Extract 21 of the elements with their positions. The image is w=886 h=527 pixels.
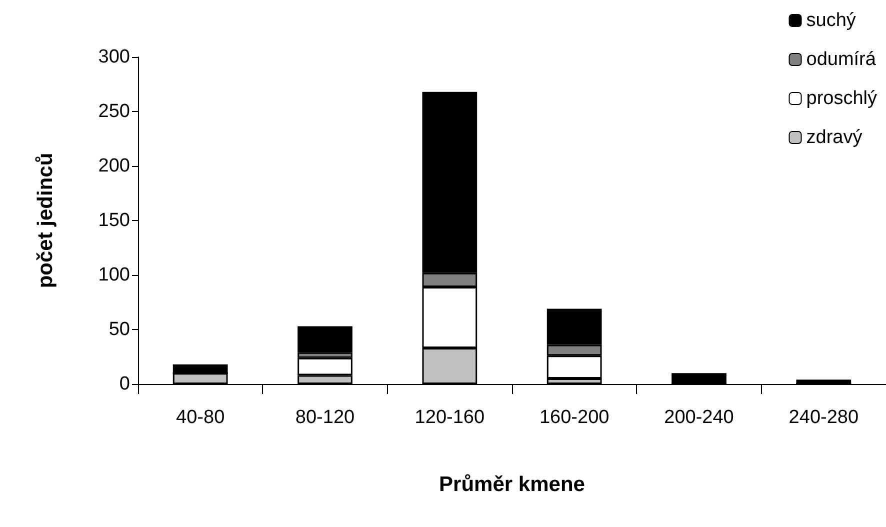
legend-label: suchý — [806, 10, 856, 31]
bar — [672, 373, 726, 384]
y-tick-label: 0 — [119, 374, 130, 394]
y-tick-label: 200 — [98, 156, 130, 176]
y-tick-label: 150 — [98, 210, 130, 231]
bar — [796, 380, 852, 384]
y-tick-label: 100 — [98, 264, 130, 286]
x-tick-label: 40-80 — [176, 407, 225, 428]
legend-label: proschlý — [806, 88, 878, 109]
y-tick-label: 50 — [108, 319, 130, 340]
legend-label: odumírá — [806, 49, 876, 70]
y-tick-label: 300 — [98, 46, 130, 68]
x-tick-label: 120-160 — [414, 407, 485, 428]
x-tick-label: 160-200 — [539, 407, 610, 428]
x-tick-label: 240-280 — [788, 407, 859, 428]
x-tick-label: 80-120 — [295, 407, 355, 428]
y-axis-title: počet jedinců — [34, 152, 57, 288]
x-tick-label: 200-240 — [664, 407, 734, 428]
x-axis-title: Průměr kmene — [439, 473, 585, 496]
y-tick-label: 250 — [98, 101, 130, 122]
legend-label: zdravý — [806, 127, 863, 148]
